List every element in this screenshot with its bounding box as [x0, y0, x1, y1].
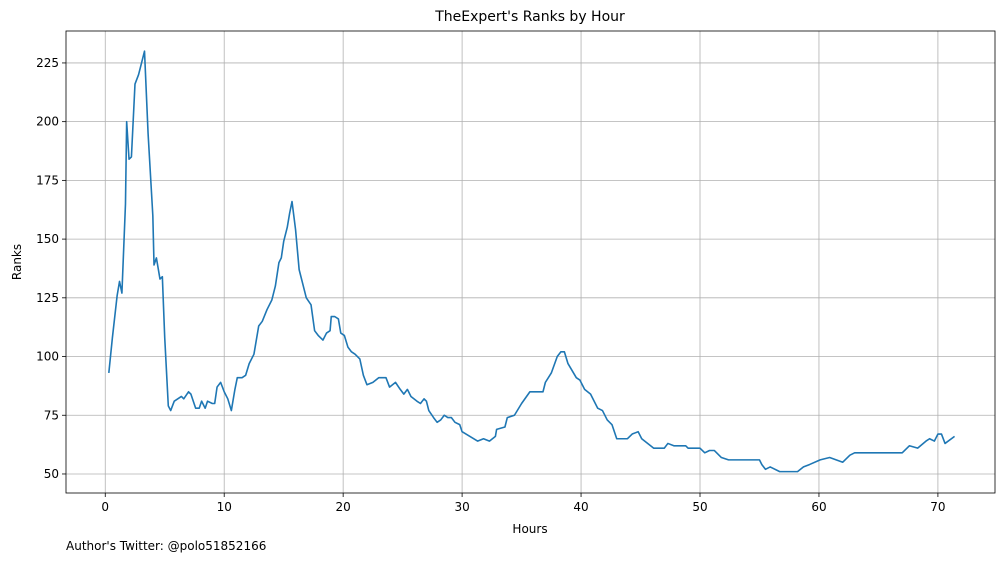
x-tick-label: 30 [454, 500, 469, 514]
y-axis-label: Ranks [10, 244, 24, 280]
y-tick-label: 175 [36, 173, 59, 187]
x-tick-label: 70 [930, 500, 945, 514]
line-series [108, 50, 956, 473]
x-tick-label: 20 [336, 500, 351, 514]
x-tick-label: 0 [101, 500, 109, 514]
x-tick-label: 40 [573, 500, 588, 514]
x-tick-label: 10 [217, 500, 232, 514]
y-tick-label: 100 [36, 350, 59, 364]
y-tick-label: 75 [44, 408, 59, 422]
y-tick-label: 50 [44, 467, 59, 481]
x-axis-label: Hours [512, 522, 547, 536]
chart-title: TheExpert's Ranks by Hour [434, 9, 625, 25]
y-tick-label: 225 [36, 56, 59, 70]
axes-frame [65, 30, 996, 494]
y-tick-label: 125 [36, 291, 59, 305]
y-tick-label: 150 [36, 232, 59, 246]
x-tick-label: 50 [692, 500, 707, 514]
footnote: Author's Twitter: @polo51852166 [66, 539, 266, 553]
y-tick-label: 200 [36, 115, 59, 129]
x-tick-label: 60 [811, 500, 826, 514]
